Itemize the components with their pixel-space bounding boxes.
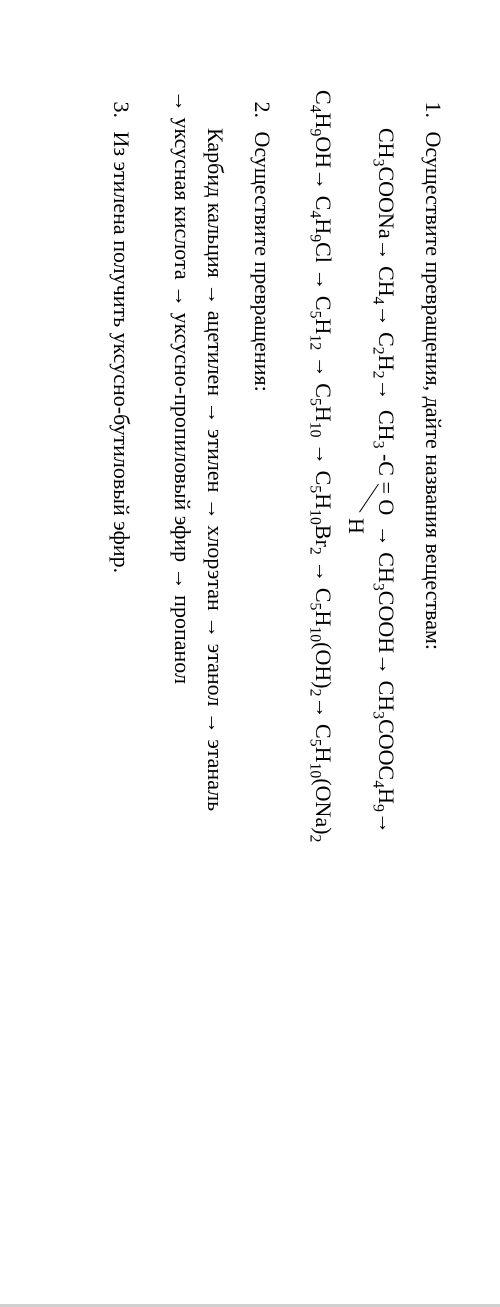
- branch-h: H: [340, 518, 373, 534]
- task-1-chain-b: C4H9OH→ C4H9Cl → C5H12 → C5H10 → C5H10Br…: [307, 90, 340, 1244]
- task-1-chain-a: CH3COONa→ CH4→ C2H2→ CH3 -C = O H → CH3C…: [370, 128, 403, 1244]
- arrow-icon: →: [374, 239, 399, 267]
- formula: C5H12: [311, 296, 336, 350]
- formula: CH3 -C = O: [374, 410, 399, 515]
- formula: C5H10(ONa)2: [311, 724, 336, 842]
- compound-name: этилен: [203, 429, 228, 492]
- task-number: 2.: [246, 90, 279, 118]
- formula: C2H2: [374, 332, 399, 378]
- compound-name: этанол: [203, 644, 228, 707]
- arrow-icon: →: [311, 443, 336, 471]
- formula: CH4: [374, 266, 399, 304]
- task-1-heading: 1. Осуществите превращения, дайте назван…: [417, 90, 450, 1244]
- arrow-icon: →: [374, 525, 399, 553]
- formula: CH3COOC4H9: [374, 681, 399, 812]
- arrow-icon: →: [374, 653, 399, 681]
- formula: C4H9Cl: [311, 196, 336, 263]
- compound-name: уксусная кислота: [170, 118, 195, 280]
- task-2-word-chain: Карбид кальция → ацетилен → этилен → хло…: [166, 128, 232, 1244]
- formula: CH3COOH: [374, 552, 399, 653]
- formula-aldehyde: CH3 -C = O H: [370, 410, 403, 515]
- formula: C5H10: [311, 383, 336, 437]
- document-sheet: 1. Осуществите превращения, дайте назван…: [0, 0, 500, 1307]
- task-2-heading: 2. Осуществите превращения:: [246, 90, 279, 1244]
- compound-name: хлорэтан: [203, 525, 228, 610]
- compound-name: пропанол: [170, 595, 195, 684]
- arrow-icon: →: [374, 305, 399, 333]
- arrow-icon: →: [311, 268, 336, 296]
- arrow-icon: →: [311, 560, 336, 588]
- arrow-icon: →: [170, 285, 195, 313]
- arrow-icon: →: [170, 90, 195, 118]
- compound-name: ацетилен: [203, 311, 228, 396]
- task-prompt: Осуществите превращения:: [250, 132, 275, 392]
- arrow-icon: →: [374, 379, 399, 407]
- formula: C4H9OH: [311, 90, 336, 168]
- arrow-icon: →: [203, 402, 228, 430]
- arrow-icon: →: [203, 712, 228, 740]
- task-prompt: Из этилена получить уксусно-бутиловый эф…: [109, 132, 134, 574]
- task-number: 1.: [417, 90, 450, 118]
- arrow-icon: →: [203, 283, 228, 311]
- compound-name: Карбид кальция: [203, 128, 228, 278]
- arrow-icon: →: [203, 616, 228, 644]
- arrow-icon: →: [311, 697, 336, 725]
- arrow-icon: →: [170, 568, 195, 596]
- arrow-icon: →: [374, 812, 399, 834]
- formula: C5H10(OH)2: [311, 588, 336, 697]
- task-prompt: Осуществите превращения, дайте названия …: [421, 132, 446, 651]
- task-number: 3.: [105, 90, 138, 118]
- arrow-icon: →: [311, 356, 336, 384]
- formula: C5H10Br2: [311, 471, 336, 555]
- arrow-icon: →: [203, 498, 228, 526]
- formula: CH3COONa: [374, 128, 399, 239]
- task-3-heading: 3. Из этилена получить уксусно-бутиловый…: [105, 90, 138, 1244]
- page-canvas: 1. Осуществите превращения, дайте назван…: [0, 0, 500, 1307]
- compound-name: этаналь: [203, 739, 228, 811]
- arrow-icon: →: [311, 168, 336, 196]
- compound-name: уксусно-пропиловый эфир: [170, 313, 195, 563]
